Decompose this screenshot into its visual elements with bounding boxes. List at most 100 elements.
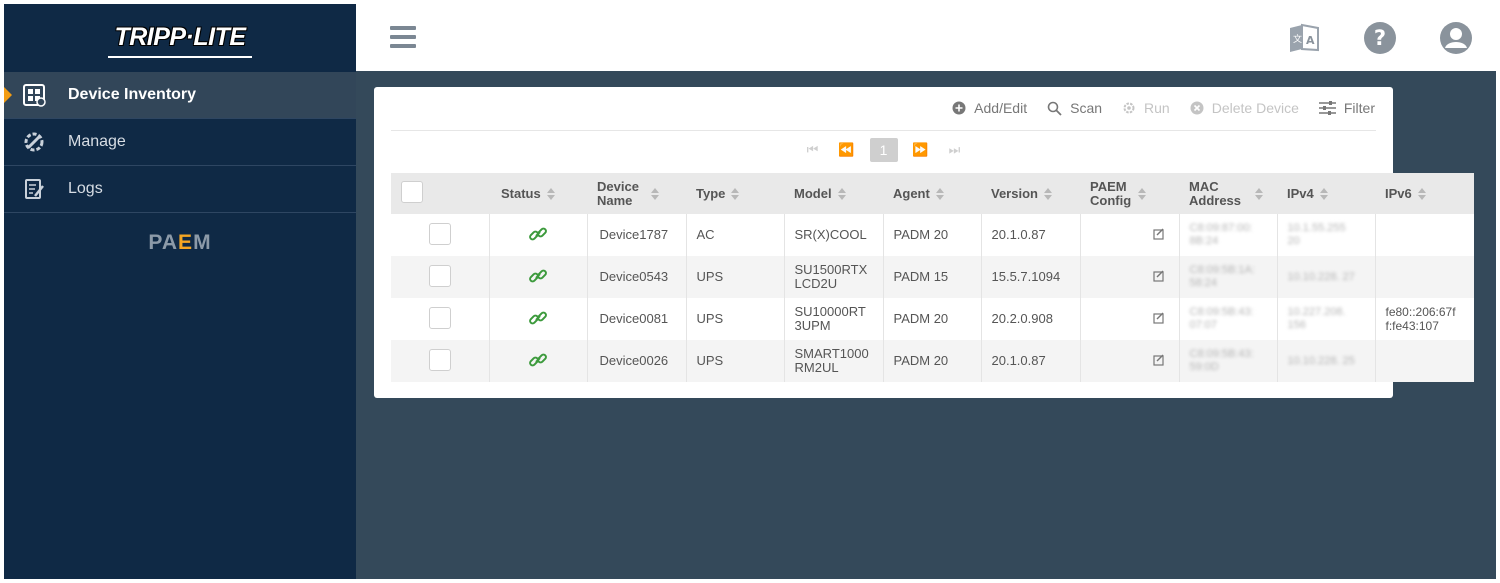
model-cell: SR(X)COOL [783,214,883,256]
sidebar: TRIPP·LITE Device Inventory M [4,4,356,579]
type-cell: UPS [685,340,784,382]
column-header-device-name[interactable]: Device Name [587,173,686,214]
sort-icon [935,188,944,201]
sidebar-item-device-inventory[interactable]: Device Inventory [4,72,356,119]
paem-config-cell [1079,214,1179,256]
ipv4-cell: 10.227.208. 156 [1276,298,1375,340]
next-page-icon[interactable]: ⏩ [912,142,929,157]
last-page-icon[interactable]: ⏭ [948,142,961,157]
log-edit-icon [20,175,48,203]
svg-text:A: A [1306,34,1315,47]
device-table: Status Device Name Type Model Agent Vers… [391,173,1474,382]
table-row[interactable]: Device0026 UPS SMART1000 RM2UL PADM 20 20.1.… [391,340,1474,382]
link-connected-icon [528,311,548,331]
select-all-checkbox[interactable] [401,181,423,203]
add-edit-button[interactable]: Add/Edit [952,100,1027,116]
active-indicator [4,87,12,103]
device-inventory-panel: Add/Edit Scan Run Delete Device [374,87,1474,398]
model-cell: SU1500RTX LCD2U [783,256,883,298]
sidebar-item-label: Logs [68,180,103,197]
run-button[interactable]: Run [1122,100,1170,116]
table-row[interactable]: Device0543 UPS SU1500RTX LCD2U PADM 15 15.5.… [391,256,1474,298]
user-icon[interactable] [1438,20,1474,56]
agent-cell: PADM 20 [882,340,981,382]
ipv4-cell: 10.10.228. 27 [1276,256,1375,298]
table-row[interactable]: Device1787 AC SR(X)COOL PADM 20 20.1.0.87 C8:… [391,214,1474,256]
link-connected-icon [528,227,548,247]
sort-icon [837,188,846,201]
column-header-ipv6[interactable]: IPv6 [1375,173,1474,214]
paem-config-cell [1079,298,1179,340]
paem-config-cell [1079,340,1179,382]
sidebar-item-logs[interactable]: Logs [4,166,356,213]
status-cell [488,298,587,340]
filter-button[interactable]: Filter [1318,100,1375,116]
svg-text:文: 文 [1293,33,1302,45]
scan-button[interactable]: Scan [1047,100,1102,116]
svg-text:?: ? [1374,26,1386,50]
row-checkbox[interactable] [428,348,451,371]
version-cell: 20.2.0.908 [980,298,1080,340]
version-cell: 20.1.0.87 [980,214,1080,256]
row-checkbox[interactable] [428,264,451,287]
status-cell [488,340,587,382]
previous-page-icon[interactable]: ⏪ [838,142,855,157]
column-header-version[interactable]: Version [981,173,1080,214]
device-name-cell[interactable]: Device1787 [586,214,686,256]
sort-icon [1255,187,1263,200]
mac-address-cell: C8:09:5B:1A: 58:24 [1178,256,1277,298]
translate-icon[interactable]: 文 A [1286,20,1322,56]
first-page-icon[interactable]: ⏮ [806,142,819,157]
mac-address-cell: C8:09:5B:43: 07:07 [1178,298,1277,340]
search-icon [1047,101,1062,116]
edit-config-icon[interactable] [1152,312,1165,327]
status-cell [488,256,587,298]
sort-icon [1319,188,1328,201]
sidebar-item-manage[interactable]: Manage [4,119,356,166]
toolbar-divider [391,130,1376,131]
device-name-cell[interactable]: Device0081 [586,298,686,340]
row-checkbox[interactable] [428,306,451,329]
mac-address-cell: C8:09:87:00: 8B:24 [1178,214,1277,256]
row-select-cell [391,298,489,340]
column-header-agent[interactable]: Agent [883,173,981,214]
sidebar-item-label: Manage [68,133,126,150]
model-cell: SMART1000 RM2UL [783,340,883,382]
column-header-status[interactable]: Status [489,173,587,214]
column-header-mac-address[interactable]: MAC Address [1179,173,1277,214]
paem-config-cell [1079,256,1179,298]
column-header-type[interactable]: Type [686,173,784,214]
delete-device-button[interactable]: Delete Device [1190,100,1299,116]
agent-cell: PADM 20 [882,214,981,256]
type-cell: UPS [685,298,784,340]
table-row[interactable]: Device0081 UPS SU10000RT 3UPM PADM 20 20.2.0… [391,298,1474,340]
toolbar: Add/Edit Scan Run Delete Device [932,87,1393,129]
sort-icon [1138,187,1146,200]
hamburger-menu-icon[interactable] [390,26,416,48]
filter-sliders-icon [1318,101,1336,115]
current-page[interactable]: 1 [869,138,898,162]
edit-config-icon[interactable] [1152,270,1165,285]
edit-config-icon[interactable] [1152,354,1165,369]
pagination: ⏮ ⏪ 1 ⏩ ⏭ [374,138,1393,162]
column-header-paem-config[interactable]: PAEM Config [1080,173,1179,214]
ipv6-cell [1374,256,1474,298]
help-icon[interactable]: ? [1362,20,1398,56]
row-checkbox[interactable] [428,222,451,245]
agent-cell: PADM 20 [882,298,981,340]
sort-icon [1417,188,1426,201]
column-header-ipv4[interactable]: IPv4 [1277,173,1375,214]
paem-logo: PAEM [148,231,212,254]
column-header-model[interactable]: Model [784,173,883,214]
device-name-cell[interactable]: Device0543 [586,256,686,298]
ipv6-cell: fe80::206:67f f:fe43:107 [1374,298,1474,340]
table-header-row: Status Device Name Type Model Agent Vers… [391,173,1474,214]
link-connected-icon [528,269,548,289]
gear-icon [1122,101,1136,115]
edit-config-icon[interactable] [1152,228,1165,243]
device-name-cell[interactable]: Device0026 [586,340,686,382]
tripp-lite-logo: TRIPP·LITE [108,19,252,58]
sidebar-item-label: Device Inventory [68,86,197,103]
row-select-cell [391,214,489,256]
close-circle-icon [1190,101,1204,115]
